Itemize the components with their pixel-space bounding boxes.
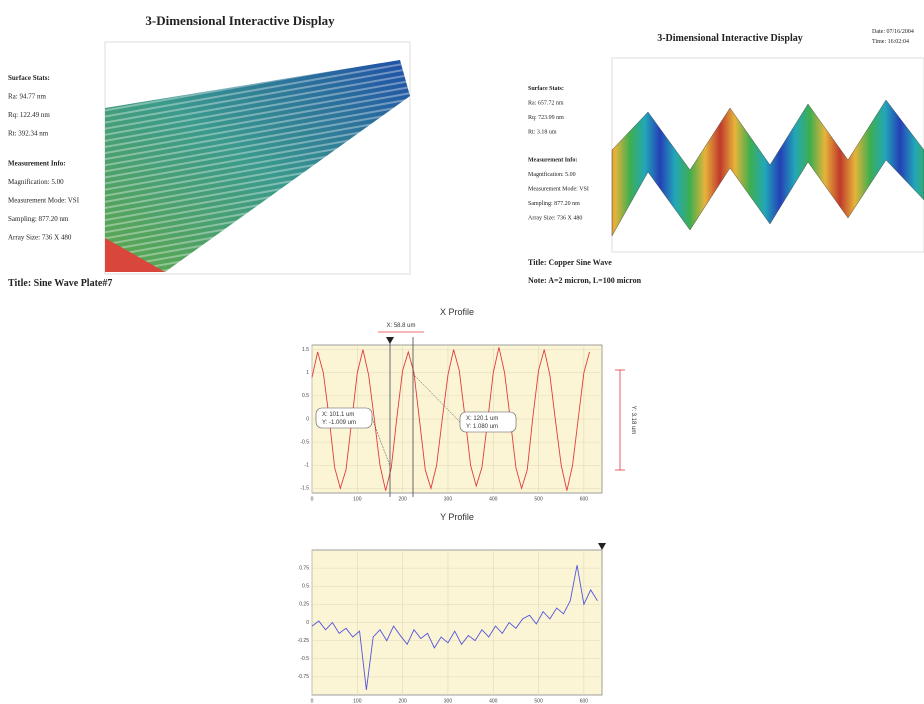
annotation-x: X: 120.1 um (466, 416, 498, 422)
stat-line: Rq: 723.99 nm (528, 115, 564, 121)
info-line: Array Size: 736 X 480 (8, 234, 72, 242)
y-tick-label: 0.25 (299, 602, 309, 608)
caption: Title: Copper Sine Wave (528, 258, 612, 267)
stat-line: Rt: 3.18 um (528, 130, 557, 136)
y-tick-label: -0.5 (300, 439, 309, 445)
annotation-y: Y: -1.009 um (322, 420, 356, 426)
note: Note: A=2 micron, L=100 micron (528, 276, 642, 285)
annotation-y: Y: 1.080 um (466, 424, 498, 430)
info-line: Sampling: 877.20 nm (8, 215, 69, 223)
annotation-x: X: 101.1 um (322, 412, 354, 418)
panel-title: 3-Dimensional Interactive Display (657, 33, 803, 44)
stats-heading: Surface Stats: (528, 86, 564, 92)
info-line: Magnification: 5.00 (8, 178, 64, 186)
stat-line: Ra: 94.77 nm (8, 93, 46, 101)
chart-title: Y Profile (440, 512, 474, 522)
y-tick-label: 0 (306, 620, 309, 626)
info-heading: Measurement Info: (528, 158, 577, 164)
x-tick-label: 100 (353, 698, 362, 704)
date: Date: 07/16/2004 (872, 29, 914, 35)
panel-title: 3-Dimensional Interactive Display (145, 13, 335, 28)
y-tick-label: 0.75 (299, 565, 309, 571)
info-line: Array Size: 736 X 480 (528, 216, 582, 222)
x-tick-label: 200 (398, 698, 407, 704)
profiles: X Profile -1.5 -1 -0.5 0 0.5 1 1.5 0 100 200 300 400… (298, 307, 636, 704)
y-tick-label: 1.5 (302, 347, 309, 353)
y-tick-label: -1.5 (300, 486, 309, 492)
x-tick-label: 400 (489, 698, 498, 704)
stat-line: Ra: 657.72 nm (528, 101, 564, 107)
cursor-marker (386, 337, 394, 344)
y-tick-label: -0.25 (298, 638, 310, 644)
info-line: Magnification: 5.00 (528, 171, 576, 178)
cursor-label: X: 58.8 um (386, 323, 415, 329)
cursor-marker (598, 543, 606, 550)
range-label: Y: 3.18 um (630, 406, 636, 435)
x-tick-label: 400 (489, 496, 498, 502)
y-tick-label: 0 (306, 416, 309, 422)
x-tick-label: 500 (534, 496, 543, 502)
y-tick-label: 1 (306, 370, 309, 376)
info-line: Sampling: 877.20 nm (528, 201, 580, 207)
x-tick-label: 300 (444, 496, 453, 502)
stats-heading: Surface Stats: (8, 74, 50, 82)
x-tick-label: 500 (534, 698, 543, 704)
x-tick-label: 600 (580, 698, 589, 704)
x-tick-label: 0 (311, 698, 314, 704)
stat-line: Rt: 392.34 nm (8, 130, 49, 138)
time: Time: 16:02:04 (872, 39, 909, 45)
page-canvas: 3-Dimensional Interactive Display Title:… (0, 0, 924, 704)
stat-line: Rq: 122.49 nm (8, 111, 50, 119)
chart-title: X Profile (440, 307, 474, 317)
info-heading: Measurement Info: (8, 160, 66, 168)
caption: Title: Sine Wave Plate#7 (8, 278, 112, 289)
x-tick-label: 300 (444, 698, 453, 704)
y-tick-label: 0.5 (302, 584, 309, 590)
y-tick-label: 0.5 (302, 393, 309, 399)
y-tick-label: -1 (305, 463, 310, 469)
page: 3-Dimensional Interactive Display Title:… (0, 0, 924, 704)
x-tick-label: 100 (353, 496, 362, 502)
info-line: Measurement Mode: VSI (8, 197, 80, 205)
y-tick-label: -0.5 (300, 656, 309, 662)
x-tick-label: 200 (398, 496, 407, 502)
y-tick-label: -0.75 (298, 674, 310, 680)
x-tick-label: 600 (580, 496, 589, 502)
x-tick-label: 0 (311, 496, 314, 502)
info-line: Measurement Mode: VSI (528, 187, 589, 193)
